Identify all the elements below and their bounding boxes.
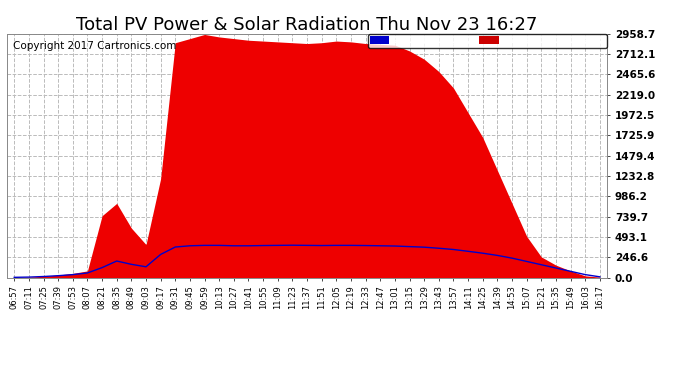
Title: Total PV Power & Solar Radiation Thu Nov 23 16:27: Total PV Power & Solar Radiation Thu Nov…	[77, 16, 538, 34]
Text: Copyright 2017 Cartronics.com: Copyright 2017 Cartronics.com	[13, 41, 176, 51]
Legend: Radiation (w/m2), PV Panels (DC Watts): Radiation (w/m2), PV Panels (DC Watts)	[368, 34, 607, 48]
